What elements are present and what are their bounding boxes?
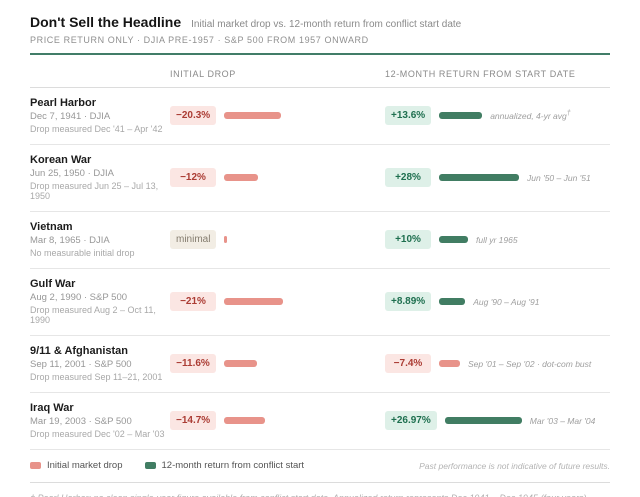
event-measure-note: Drop measured Jun 25 – Jul 13, 1950 <box>30 181 159 201</box>
event-measure-note: Drop measured Aug 2 – Oct 11, 1990 <box>30 305 156 325</box>
table-row: Iraq War Mar 19, 2003 · S&P 500 Drop mea… <box>30 393 610 450</box>
return-bar <box>439 298 466 305</box>
methodology-kicker: PRICE RETURN ONLY · DJIA PRE-1957 · S&P … <box>30 35 369 45</box>
return-bar <box>444 417 522 424</box>
event-meta: Mar 19, 2003 · S&P 500 <box>30 416 132 427</box>
return-cell: +28% Jun '50 – Jun '51 <box>385 168 610 187</box>
legend-drop-label: Initial market drop <box>47 460 123 471</box>
legend-return-label: 12-month return from conflict start <box>161 460 305 471</box>
event-title: Vietnam <box>30 221 73 233</box>
event-name-block: Pearl Harbor Dec 7, 1941 · DJIA Drop mea… <box>30 97 170 134</box>
return-cell: +13.6% annualized, 4-yr avg† <box>385 106 610 125</box>
header-divider <box>30 53 610 55</box>
event-name-block: Gulf War Aug 2, 1990 · S&P 500 Drop meas… <box>30 278 170 325</box>
drop-badge: −21% <box>170 292 216 311</box>
initial-drop-cell: −12% <box>170 168 385 187</box>
red-swatch-icon <box>30 462 41 469</box>
initial-drop-cell: −20.3% <box>170 106 385 125</box>
return-note: Aug '90 – Aug '91 <box>473 296 540 307</box>
return-note: Sep '01 – Sep '02 · dot-com bust <box>468 358 592 369</box>
return-note: Jun '50 – Jun '51 <box>527 172 591 183</box>
return-note: full yr 1965 <box>476 234 518 245</box>
event-meta: Sep 11, 2001 · S&P 500 <box>30 359 132 370</box>
drop-badge: −12% <box>170 168 216 187</box>
event-meta: Mar 8, 1965 · DJIA <box>30 235 110 246</box>
drop-bar <box>224 112 282 119</box>
event-measure-note: Drop measured Dec '41 – Apr '42 <box>30 124 163 134</box>
green-swatch-icon <box>144 462 156 469</box>
initial-drop-cell: −21% <box>170 292 385 311</box>
column-spacer <box>30 69 170 79</box>
return-cell: +26.97% Mar '03 – Mar '04 <box>385 411 610 430</box>
event-name-block: Iraq War Mar 19, 2003 · S&P 500 Drop mea… <box>30 402 170 439</box>
performance-disclaimer: Past performance is not indicative of fu… <box>419 460 610 471</box>
page-header: Don't Sell the Headline Initial market d… <box>30 14 610 55</box>
return-cell: +10% full yr 1965 <box>385 230 610 249</box>
event-title: Korean War <box>30 154 92 166</box>
initial-drop-cell: −11.6% <box>170 354 385 373</box>
event-title: Pearl Harbor <box>30 97 97 109</box>
return-cell: +8.89% Aug '90 – Aug '91 <box>385 292 610 311</box>
legend-item-drop: Initial market drop <box>30 460 123 471</box>
drop-badge: −14.7% <box>170 411 217 430</box>
drop-badge: minimal <box>170 230 217 249</box>
table-row: 9/11 & Afghanistan Sep 11, 2001 · S&P 50… <box>30 336 610 393</box>
event-name-block: 9/11 & Afghanistan Sep 11, 2001 · S&P 50… <box>30 345 170 382</box>
drop-badge: −20.3% <box>170 106 217 125</box>
drop-bar <box>224 417 266 424</box>
legend-item-return: 12-month return from conflict start <box>144 460 305 471</box>
drop-bar <box>224 360 257 367</box>
column-header-initial-drop: INITIAL DROP <box>170 69 236 79</box>
event-title: 9/11 & Afghanistan <box>30 345 129 357</box>
page-title: Don't Sell the Headline <box>30 14 182 30</box>
pearl-harbor-footnote: † Pearl Harbor: no clean single-year fig… <box>30 492 610 497</box>
return-bar <box>439 112 483 119</box>
drop-badge: −11.6% <box>170 354 216 373</box>
event-name-block: Vietnam Mar 8, 1965 · DJIA No measurable… <box>30 221 170 258</box>
event-title: Iraq War <box>30 402 74 414</box>
event-meta: Dec 7, 1941 · DJIA <box>30 111 111 122</box>
return-note: annualized, 4-yr avg† <box>490 110 571 121</box>
table-row: Vietnam Mar 8, 1965 · DJIA No measurable… <box>30 212 610 269</box>
return-badge: +28% <box>385 168 431 187</box>
return-bar <box>439 236 468 243</box>
event-name-block: Korean War Jun 25, 1950 · DJIA Drop meas… <box>30 154 170 201</box>
table-row: Pearl Harbor Dec 7, 1941 · DJIA Drop mea… <box>30 88 610 145</box>
return-bar <box>439 360 460 367</box>
return-badge: +13.6% <box>385 106 432 125</box>
table-row: Korean War Jun 25, 1950 · DJIA Drop meas… <box>30 145 610 212</box>
return-note: Mar '03 – Mar '04 <box>529 415 596 426</box>
legend: Initial market drop 12-month return from… <box>30 450 610 483</box>
drop-bar <box>224 298 283 305</box>
return-badge: +10% <box>385 230 431 249</box>
return-badge: +26.97% <box>385 411 437 430</box>
page-subtitle: Initial market drop vs. 12-month return … <box>191 19 462 30</box>
event-measure-note: Drop measured Sep 11–21, 2001 <box>30 372 163 382</box>
column-headers: INITIAL DROP 12-MONTH RETURN FROM START … <box>30 69 610 88</box>
return-cell: −7.4% Sep '01 – Sep '02 · dot-com bust <box>385 354 610 373</box>
column-header-return: 12-MONTH RETURN FROM START DATE <box>385 69 576 79</box>
table-row: Gulf War Aug 2, 1990 · S&P 500 Drop meas… <box>30 269 610 336</box>
initial-drop-cell: minimal <box>170 230 385 249</box>
event-measure-note: No measurable initial drop <box>30 248 135 258</box>
return-badge: −7.4% <box>385 354 431 373</box>
event-title: Gulf War <box>30 278 76 290</box>
return-badge: +8.89% <box>385 292 432 311</box>
drop-bar <box>224 236 228 243</box>
event-measure-note: Drop measured Dec '02 – Mar '03 <box>30 429 165 439</box>
event-meta: Aug 2, 1990 · S&P 500 <box>30 292 128 303</box>
initial-drop-cell: −14.7% <box>170 411 385 430</box>
return-bar <box>439 174 519 181</box>
event-meta: Jun 25, 1950 · DJIA <box>30 168 114 179</box>
drop-bar <box>224 174 258 181</box>
